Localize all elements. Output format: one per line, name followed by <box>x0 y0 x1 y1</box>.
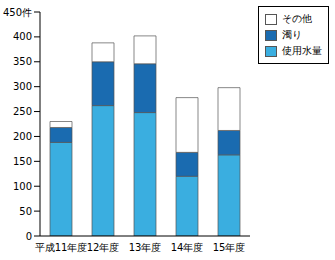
svg-text:200: 200 <box>13 131 32 142</box>
svg-text:350: 350 <box>13 56 32 67</box>
svg-text:13年度: 13年度 <box>129 242 162 253</box>
svg-text:450件: 450件 <box>8 7 32 18</box>
svg-text:12年度: 12年度 <box>87 242 120 253</box>
html-text:その他: その他 <box>282 13 312 24</box>
html-text:使用水量: 使用水量 <box>282 45 322 56</box>
svg-text:平成11年度: 平成11年度 <box>35 242 88 253</box>
svg-text:14年度: 14年度 <box>171 242 204 253</box>
svg-text:150: 150 <box>13 156 32 167</box>
svg-text:300: 300 <box>13 81 32 92</box>
svg-text:400: 400 <box>13 31 32 42</box>
svg-text:15年度: 15年度 <box>213 242 246 253</box>
svg-text:0: 0 <box>26 231 32 242</box>
svg-text:50: 50 <box>19 206 32 217</box>
svg-text:250: 250 <box>13 106 32 117</box>
svg-text:100: 100 <box>13 181 32 192</box>
html-text:濁り: 濁り <box>282 29 302 40</box>
